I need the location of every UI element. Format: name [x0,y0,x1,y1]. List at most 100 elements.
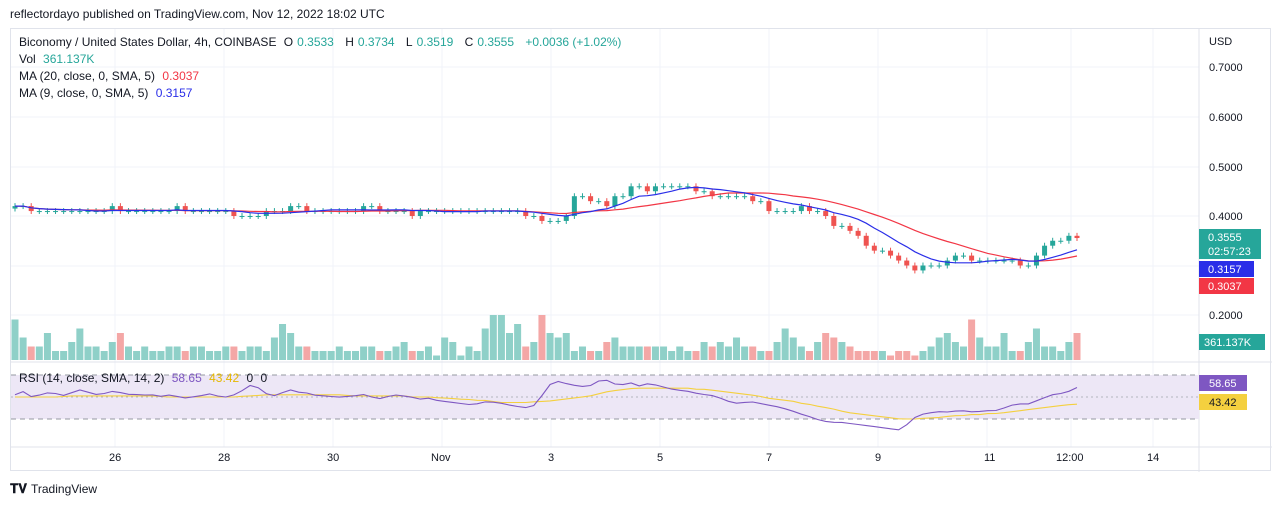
time-tick: Nov [431,452,451,464]
volume-bar [76,328,84,360]
candle-body [1001,260,1007,262]
ma9-badge: 0.3157 [1199,261,1254,277]
candle-body [247,216,253,217]
volume-bar [384,351,392,360]
volume-legend[interactable]: Vol 361.137K [19,52,98,66]
volume-bar [181,351,189,360]
candle-body [361,206,367,212]
volume-badge: 361.137K [1199,334,1265,350]
candle-body [409,211,415,216]
candle-body [198,211,204,213]
footer-brand[interactable]: TradingView [31,482,98,496]
candle-body [207,211,213,213]
candle-body [223,211,229,213]
candle-body [604,201,610,207]
volume-bar [943,333,951,360]
candle-body [644,186,650,192]
volume-bar [433,355,441,360]
symbol-name[interactable]: Biconomy / United States Dollar, 4h, COI… [19,35,277,49]
candle-body [1017,260,1023,266]
candle-body [782,211,788,213]
candle-body [904,260,910,266]
candle-body [839,225,845,227]
volume-bar [376,351,384,360]
candle-body [174,206,180,212]
volume-bar [84,346,92,360]
rsi-legend[interactable]: RSI (14, close, SMA, 14, 2) 58.65 43.42 … [19,371,271,385]
candle-body [725,196,731,198]
volume-bar [497,315,505,360]
volume-bar [100,351,108,360]
candle-body [288,206,294,212]
time-tick: 5 [657,452,663,464]
volume-bar [1032,328,1040,360]
volume-bar [189,346,197,360]
change-value: +0.0036 (+1.02%) [525,35,622,49]
tradingview-logo-icon[interactable]: 𝐓𝐕 [10,481,27,496]
volume-bar [449,342,457,360]
volume-bar [619,346,627,360]
volume-bar [765,351,773,360]
candle-body [579,196,585,198]
volume-bar [43,333,51,360]
volume-bar [554,337,562,360]
candle-body [636,186,642,188]
open-label: O 0.3533 [283,35,334,49]
volume-bar [684,351,692,360]
volume-bar [1049,346,1057,360]
volume-bar [408,351,416,360]
last-price-badge: 0.3555 02:57:23 [1199,229,1261,259]
author-name[interactable]: reflectordayo [10,7,80,21]
volume-bar [368,346,376,360]
ma9-legend[interactable]: MA (9, close, 0, SMA, 5) 0.3157 [19,86,196,100]
candle-body [239,216,245,217]
candle-body [77,211,83,213]
candle-body [150,211,156,213]
candle-body [677,186,683,188]
candle-body [215,211,221,213]
candle-body [952,255,958,261]
volume-bar [822,333,830,360]
candle-body [855,230,861,236]
volume-bar [724,346,732,360]
volume-bar [270,337,278,360]
volume-bar [327,351,335,360]
candle-body [571,196,577,216]
ma9-line [15,186,1078,264]
volume-bar [919,351,927,360]
volume-bar [400,342,408,360]
time-tick: 9 [875,452,881,464]
time-tick: 12:00 [1056,452,1084,464]
candle-body [936,265,942,267]
volume-bar [343,351,351,360]
volume-bar [951,342,959,360]
candle-body [596,201,602,203]
volume-bar [733,337,741,360]
candle-body [758,201,764,203]
volume-bar [303,346,311,360]
volume-bar [279,324,287,360]
chart-frame[interactable]: USD 0.7000 0.6000 0.5000 0.4000 0.2000 0… [10,28,1272,472]
main-legend[interactable]: Biconomy / United States Dollar, 4h, COI… [19,35,625,49]
candle-body [831,216,837,226]
candle-body [109,206,115,212]
volume-bar [595,351,603,360]
volume-bar [230,346,238,360]
volume-bar [992,346,1000,360]
volume-bar [506,333,514,360]
candle-body [750,196,756,202]
candle-body [847,225,853,231]
candle-body [166,211,172,213]
volume-bar [635,346,643,360]
candle-body [231,211,237,216]
volume-bar [960,346,968,360]
ma20-legend[interactable]: MA (20, close, 0, SMA, 5) 0.3037 [19,69,203,83]
candle-body [304,206,310,212]
volume-bar [27,346,35,360]
low-label: L 0.3519 [405,35,454,49]
candle-body [888,250,894,256]
volume-bar [838,342,846,360]
chart-canvas[interactable]: USD 0.7000 0.6000 0.5000 0.4000 0.2000 0… [11,29,1272,472]
volume-bar [797,346,805,360]
price-tick: 0.7000 [1209,62,1243,74]
